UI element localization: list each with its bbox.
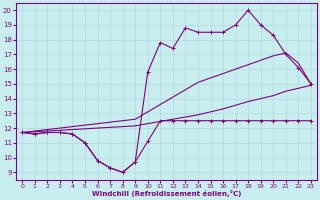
X-axis label: Windchill (Refroidissement éolien,°C): Windchill (Refroidissement éolien,°C) <box>92 190 241 197</box>
